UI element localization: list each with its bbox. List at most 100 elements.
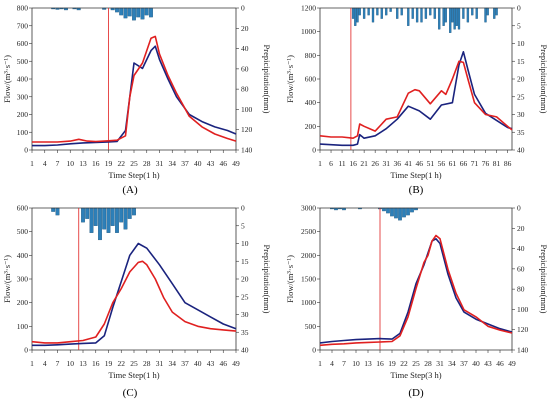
- precip-bar: [382, 207, 386, 212]
- precip-bar: [123, 7, 128, 19]
- y-tick-label: 200: [305, 122, 317, 131]
- x-tick-label: 22: [118, 359, 126, 368]
- x-tick-label: 28: [424, 359, 432, 368]
- y2-tick-label: 5: [241, 221, 245, 230]
- x-tick-label: 37: [460, 359, 468, 368]
- x-tick-label: 16: [92, 159, 100, 168]
- precip-bar: [132, 7, 136, 21]
- precip-bar: [396, 7, 399, 19]
- y2-tick-label: 40: [517, 146, 525, 155]
- precip-bar: [127, 7, 132, 17]
- precip-bar: [102, 207, 107, 230]
- precip-bar: [136, 7, 141, 18]
- x-tick-label: 16: [376, 359, 384, 368]
- y2-tick-label: 0: [517, 204, 521, 213]
- y2-tick-label: 20: [241, 24, 249, 33]
- y2-tick-label: 60: [517, 264, 525, 273]
- x-tick-label: 13: [364, 359, 372, 368]
- y-tick-label: 800: [305, 51, 317, 60]
- y-tick-label: 0: [312, 346, 316, 355]
- y2-tick-label: 0: [517, 4, 521, 13]
- x-tick-label: 49: [232, 359, 240, 368]
- precip-bar: [119, 7, 124, 16]
- x-tick-label: 31: [436, 359, 444, 368]
- x-tick-label: 76: [482, 159, 490, 168]
- precip-bar: [444, 7, 447, 23]
- x-tick-label: 22: [400, 359, 408, 368]
- precip-bar: [81, 207, 85, 223]
- x-tick-label: 25: [130, 159, 138, 168]
- x-tick-label: 49: [232, 159, 240, 168]
- x-tick-label: 34: [169, 159, 177, 168]
- x-tick-label: 43: [484, 359, 492, 368]
- precip-bar: [358, 7, 361, 16]
- precip-bar: [442, 7, 445, 26]
- x-tick-label: 10: [352, 359, 360, 368]
- x-tick-label: 28: [143, 159, 151, 168]
- precip-bar: [462, 7, 465, 19]
- x-tick-label: 7: [342, 359, 346, 368]
- chart-panel-3: 0 100 200 300 400 500 600 0 5 10 15 20 25 30 35 40 1 4 7 10…: [2, 204, 272, 400]
- precip-bar: [127, 207, 132, 219]
- x-tick-label: 16: [349, 159, 357, 168]
- y-tick-label: 2000: [301, 251, 316, 260]
- precip-bar: [106, 207, 111, 233]
- x-tick-label: 1: [30, 359, 34, 368]
- y2-axis-label: Prepicipitation(mm): [539, 245, 549, 314]
- y2-tick-label: 120: [241, 125, 253, 134]
- precip-bar: [410, 207, 414, 213]
- y-tick-label: 100: [17, 128, 29, 137]
- y2-tick-label: 20: [517, 75, 525, 84]
- y-tick-label: 600: [17, 204, 29, 213]
- y-axis-label: Flow/(m³·s⁻¹): [285, 255, 295, 303]
- precip-bar: [411, 7, 414, 19]
- precip-bar: [149, 7, 153, 18]
- x-tick-label: 40: [194, 359, 202, 368]
- x-tick-label: 22: [118, 159, 126, 168]
- precip-bar: [451, 7, 454, 23]
- y-tick-label: 300: [17, 92, 29, 101]
- precip-bar: [390, 207, 394, 217]
- y-tick-label: 300: [17, 275, 29, 284]
- y2-tick-label: 100: [241, 105, 253, 114]
- x-tick-label: 16: [92, 359, 100, 368]
- precip-bar: [486, 7, 489, 16]
- y2-tick-label: 15: [517, 57, 525, 66]
- y2-tick-label: 25: [241, 292, 249, 301]
- precip-bar: [356, 7, 359, 23]
- precip-bar: [400, 7, 403, 16]
- y2-tick-label: 20: [517, 224, 525, 233]
- y2-tick-label: 140: [517, 346, 529, 355]
- y2-tick-label: 30: [517, 110, 525, 119]
- y-tick-label: 100: [17, 322, 29, 331]
- precip-bar: [144, 7, 149, 16]
- precip-bar: [354, 7, 357, 26]
- x-tick-label: 4: [43, 359, 47, 368]
- precip-bar: [115, 207, 119, 233]
- precip-bar: [380, 7, 383, 19]
- y2-tick-label: 0: [241, 4, 245, 13]
- x-tick-label: 41: [405, 159, 413, 168]
- flow-series-line-1: [32, 45, 237, 147]
- y2-tick-label: 40: [517, 244, 525, 253]
- x-tick-label: 10: [67, 359, 75, 368]
- precip-bar: [457, 7, 461, 30]
- y2-axis-label: Prepicipitation(mm): [262, 245, 272, 314]
- y-tick-label: 500: [17, 227, 29, 236]
- y-tick-label: 2500: [301, 227, 316, 236]
- x-axis-label: Time Step(3 h): [390, 370, 441, 380]
- x-tick-label: 43: [207, 159, 215, 168]
- x-tick-label: 6: [329, 159, 333, 168]
- y2-tick-label: 20: [241, 275, 249, 284]
- y2-tick-label: 35: [241, 328, 249, 337]
- y2-tick-label: 25: [517, 92, 525, 101]
- y2-axis-label: Prepicipitation(mm): [539, 45, 549, 114]
- precip-bar: [89, 207, 94, 233]
- x-axis-label: Time Step(1 h): [390, 170, 441, 180]
- y-axis-label: Flow/(m³·s⁻¹): [285, 55, 295, 103]
- x-tick-label: 81: [493, 159, 501, 168]
- precip-bar: [455, 7, 458, 26]
- precip-bar: [55, 207, 60, 216]
- x-tick-label: 31: [156, 159, 164, 168]
